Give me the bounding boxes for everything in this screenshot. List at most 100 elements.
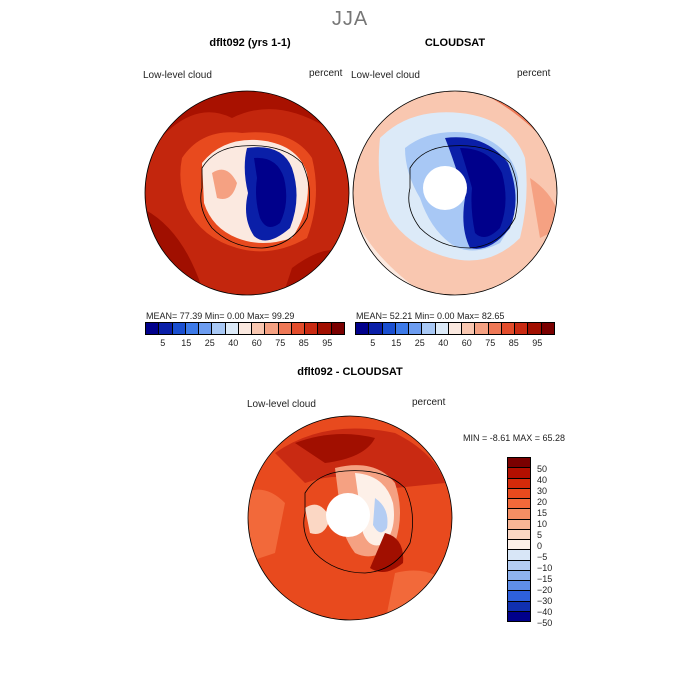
right-units-label: percent (517, 68, 551, 79)
left-colorbar-swatch (265, 323, 279, 334)
diff-colorbar-tick: 5 (537, 530, 543, 540)
left-colorbar-swatch (212, 323, 226, 334)
diff-colorbar-swatch (508, 529, 530, 540)
diff-colorbar-tick: −5 (537, 552, 548, 562)
diff-colorbar-swatch (508, 488, 530, 499)
diff-colorbar-tick: 30 (537, 486, 548, 496)
diff-colorbar-swatch (508, 611, 530, 621)
right-colorbar-swatch (501, 323, 516, 334)
right-colorbar-swatch (435, 323, 449, 334)
right-colorbar-swatch (448, 323, 463, 334)
left-colorbar-tick: 40 (228, 338, 239, 348)
diff-colorbar-tick: −40 (537, 607, 553, 617)
right-colorbar: 5 15 25 40 60 75 85 95 (355, 322, 555, 348)
diff-panel-title: dflt092 - CLOUDSAT (297, 366, 403, 378)
right-panel-title: CLOUDSAT (424, 37, 486, 49)
right-field-label: Low-level cloud (351, 70, 420, 81)
right-colorbar-swatch (356, 323, 370, 334)
left-colorbar-swatch (331, 323, 344, 334)
left-colorbar-tick: 85 (298, 338, 309, 348)
figure-title: JJA (331, 8, 369, 30)
diff-colorbar-swatch (508, 458, 530, 469)
left-colorbar-swatch (318, 323, 332, 334)
diff-colorbar-swatch (508, 560, 530, 571)
right-colorbar-tick: 25 (414, 338, 425, 348)
diff-colorbar-swatch (508, 509, 530, 520)
right-colorbar-tick: 15 (391, 338, 402, 348)
diff-colorbar-tick: −20 (537, 585, 553, 595)
right-colorbar-swatch (515, 323, 529, 334)
right-colorbar-swatch (528, 323, 542, 334)
right-colorbar-swatch (369, 323, 383, 334)
left-colorbar-tick: 25 (204, 338, 215, 348)
left-colorbar-tick: 75 (275, 338, 286, 348)
right-colorbar-tick: 40 (438, 338, 449, 348)
right-colorbar-swatch (541, 323, 554, 334)
right-colorbar-tick: 75 (485, 338, 496, 348)
diff-colorbar-swatch (508, 570, 530, 581)
right-colorbar-swatch (422, 323, 436, 334)
left-colorbar-tick: 60 (251, 338, 262, 348)
left-colorbar-swatch (146, 323, 160, 334)
diff-colorbar-tick: 0 (537, 541, 543, 551)
right-colorbar-tick: 85 (508, 338, 519, 348)
diff-colorbar-swatch (508, 581, 530, 592)
left-field-label: Low-level cloud (143, 70, 212, 81)
diff-colorbar-tick: −50 (537, 618, 553, 628)
left-colorbar: 5 15 25 40 60 75 85 95 (145, 322, 345, 348)
diff-colorbar-tick: −30 (537, 596, 553, 606)
right-colorbar-swatches (355, 322, 555, 335)
diff-colorbar-tick: 50 (537, 464, 548, 474)
left-colorbar-ticks: 5 15 25 40 60 75 85 95 (145, 338, 345, 348)
left-colorbar-swatch (252, 323, 266, 334)
diff-colorbar-tick: −10 (537, 563, 553, 573)
right-colorbar-swatch (409, 323, 423, 334)
diff-colorbar-tick: 10 (537, 519, 548, 529)
right-colorbar-swatch (395, 323, 410, 334)
left-colorbar-swatch (185, 323, 200, 334)
diff-polar-map (247, 415, 453, 621)
left-colorbar-swatches (145, 322, 345, 335)
left-colorbar-swatch (238, 323, 253, 334)
left-colorbar-tick: 15 (181, 338, 192, 348)
left-units-label: percent (309, 68, 343, 79)
diff-colorbar-swatches (507, 457, 531, 622)
left-colorbar-swatch (199, 323, 213, 334)
diff-stats: MIN = -8.61 MAX = 65.28 (463, 433, 566, 443)
diff-colorbar-swatch (508, 519, 530, 530)
diff-colorbar-swatch (508, 591, 530, 602)
left-stats: MEAN= 77.39 Min= 0.00 Max= 99.29 (146, 311, 295, 321)
diff-colorbar-swatch (508, 550, 530, 561)
diff-units-label: percent (412, 397, 446, 408)
left-colorbar-tick: 95 (322, 338, 333, 348)
right-colorbar-swatch (475, 323, 489, 334)
diff-colorbar-swatch (508, 468, 530, 479)
left-colorbar-swatch (225, 323, 239, 334)
diff-colorbar-swatch (508, 499, 530, 510)
left-colorbar-swatch (305, 323, 319, 334)
diff-colorbar-swatch (508, 478, 530, 489)
diff-colorbar-swatch (508, 540, 530, 551)
left-panel-title: dflt092 (yrs 1-1) (209, 37, 291, 49)
diff-colorbar-tick: 15 (537, 508, 548, 518)
right-colorbar-swatch (382, 323, 396, 334)
left-colorbar-swatch (159, 323, 173, 334)
right-colorbar-tick: 60 (461, 338, 472, 348)
left-colorbar-swatch (172, 323, 186, 334)
right-colorbar-tick: 95 (532, 338, 543, 348)
diff-colorbar-tick: 40 (537, 475, 548, 485)
diff-colorbar: 50 40 30 20 15 10 5 0 −5 −10 −15 −20 −30 −40 −50 (507, 457, 573, 628)
right-colorbar-swatch (462, 323, 476, 334)
diff-colorbar-tick: 20 (537, 497, 548, 507)
diff-colorbar-ticks: 50 40 30 20 15 10 5 0 −5 −10 −15 −20 −30 −40 −50 (537, 457, 573, 628)
left-colorbar-swatch (291, 323, 306, 334)
diff-colorbar-tick: −15 (537, 574, 553, 584)
left-polar-map (144, 90, 350, 296)
left-colorbar-swatch (278, 323, 292, 334)
diff-field-label: Low-level cloud (247, 399, 316, 410)
right-stats: MEAN= 52.21 Min= 0.00 Max= 82.65 (356, 311, 505, 321)
right-colorbar-tick: 5 (370, 338, 376, 348)
right-colorbar-ticks: 5 15 25 40 60 75 85 95 (355, 338, 555, 348)
diff-colorbar-swatch (508, 601, 530, 612)
right-colorbar-swatch (488, 323, 502, 334)
